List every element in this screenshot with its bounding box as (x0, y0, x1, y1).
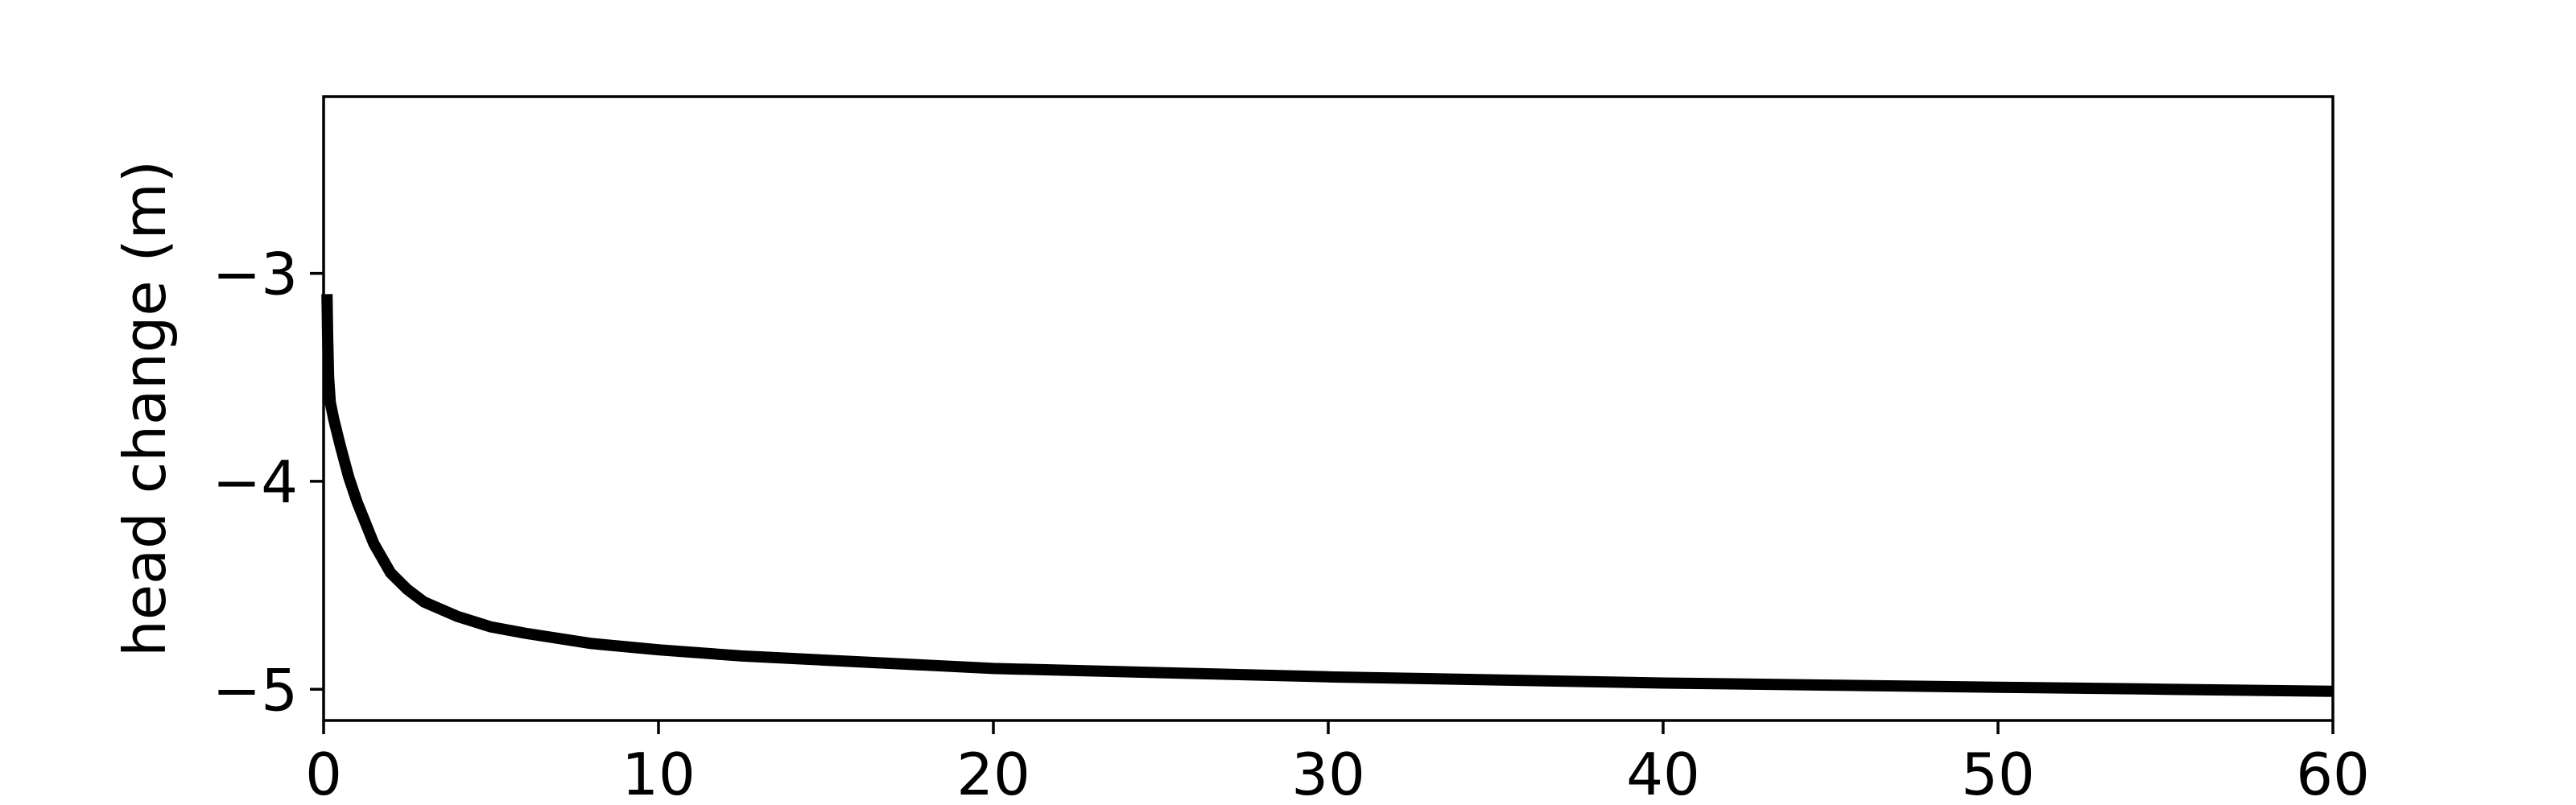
y-axis-title: head change (m) (111, 160, 179, 657)
x-tick-label: 10 (621, 741, 696, 805)
series-line (321, 294, 2334, 697)
y-tick-label: −5 (213, 656, 298, 724)
x-tick-label: 40 (1626, 741, 1700, 805)
x-tick-label: 60 (2296, 741, 2370, 805)
x-tick-label: 30 (1291, 741, 1365, 805)
x-tick-label: 50 (1961, 741, 2035, 805)
y-axis: −3 −4 −5 (213, 241, 324, 724)
x-axis: 0 10 20 30 40 50 60 (305, 720, 2370, 805)
y-tick-label: −4 (213, 448, 298, 516)
x-tick-label: 20 (956, 741, 1030, 805)
plot-layer (321, 294, 2334, 697)
x-tick-label: 0 (305, 741, 342, 805)
y-tick-label: −3 (213, 241, 298, 308)
